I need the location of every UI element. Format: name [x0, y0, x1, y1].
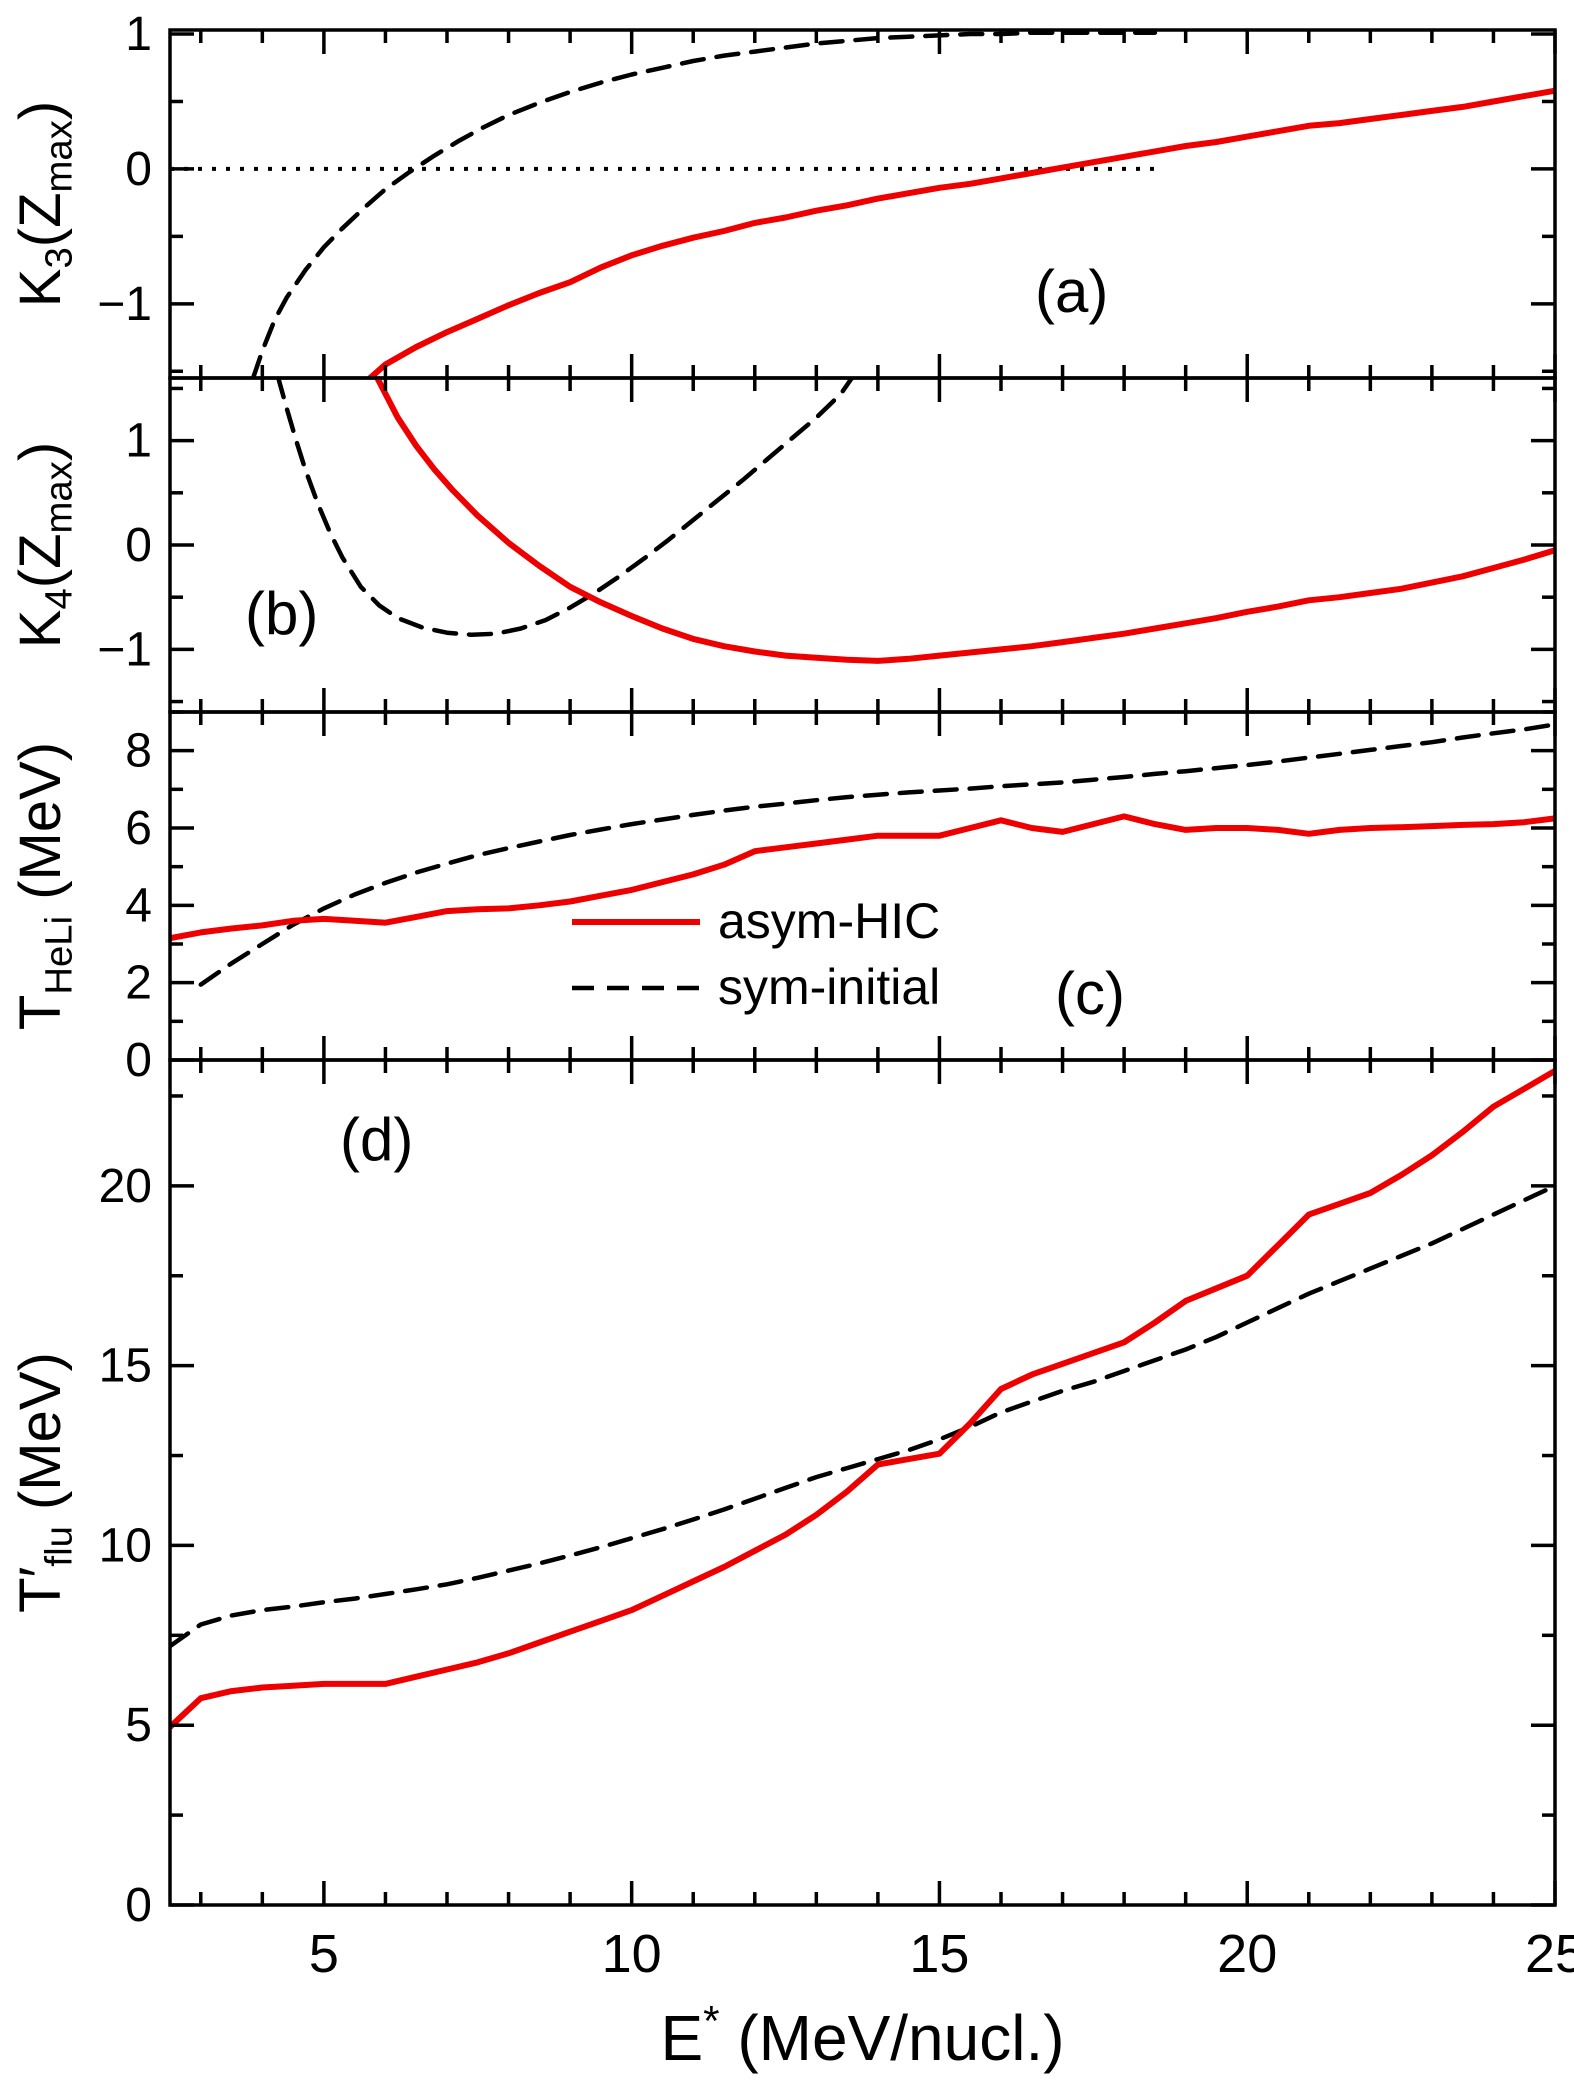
x-tick-label: 5: [309, 1924, 339, 1984]
legend-label-asym: asym-HIC: [718, 893, 940, 949]
x-tick-label: 10: [602, 1924, 662, 1984]
series-asym-HIC-panel-d: [170, 1067, 1555, 1730]
panel-d-plot-area: [170, 1067, 1555, 1730]
y-tick-label: 0: [125, 1034, 152, 1087]
y-tick-label: −1: [97, 278, 152, 331]
y-tick-label: −1: [97, 623, 152, 676]
series-sym-initial-panel-b: [275, 378, 855, 638]
series-asym-HIC-panel-b: [373, 378, 1555, 664]
y-tick-label: 15: [99, 1340, 152, 1393]
series-sym-initial-panel-d: [170, 1183, 1555, 1649]
panel-b-plot-area: [275, 378, 1555, 664]
y-tick-label: 1: [125, 8, 152, 61]
y-tick-label: 0: [125, 143, 152, 196]
panel-a-ticks: [170, 30, 1557, 378]
panel-label-b: (b): [245, 580, 318, 647]
panel-b-ticks: [170, 378, 1557, 712]
panel-d-border: [168, 1058, 1557, 1907]
panel-c-ticks: [170, 710, 1557, 1062]
y-tick-label: 6: [125, 802, 152, 855]
y-axis-label-d: T′flu (MeV): [8, 1352, 81, 1613]
x-tick-label: 20: [1217, 1924, 1277, 1984]
y-tick-label: 0: [125, 1879, 152, 1932]
series-sym-initial-panel-a: [250, 30, 1158, 378]
y-axis-label-c: THeLi (MeV): [8, 742, 81, 1030]
y-tick-label: 2: [125, 957, 152, 1010]
y-axis-label-a: K3(Zmax): [8, 101, 81, 307]
y-tick-label: 4: [125, 879, 152, 932]
panel-c-plot-area: [170, 722, 1555, 987]
legend-label-sym: sym-initial: [718, 959, 940, 1015]
panel-label-a: (a): [1035, 258, 1108, 325]
panel-label-d: (d): [340, 1106, 413, 1173]
y-axis-label-b: K4(Zmax): [8, 442, 81, 648]
y-tick-label: 5: [125, 1699, 152, 1752]
y-tick-label: 1: [125, 415, 152, 468]
panel-label-c: (c): [1055, 960, 1125, 1027]
x-tick-label: 25: [1525, 1924, 1574, 1984]
y-tick-label: 0: [125, 519, 152, 572]
series-asym-HIC-panel-a: [367, 87, 1555, 378]
x-axis-label: E* (MeV/nucl.): [660, 1998, 1064, 2074]
panel-a-plot-area: [170, 30, 1555, 378]
x-tick-label: 15: [909, 1924, 969, 1984]
series-asym-HIC-panel-c: [170, 813, 1555, 942]
series-sym-initial-panel-c: [198, 722, 1555, 987]
y-tick-label: 20: [99, 1160, 152, 1213]
y-tick-label: 8: [125, 725, 152, 778]
y-tick-label: 10: [99, 1519, 152, 1572]
panel-d-ticks: [170, 1060, 1557, 1907]
